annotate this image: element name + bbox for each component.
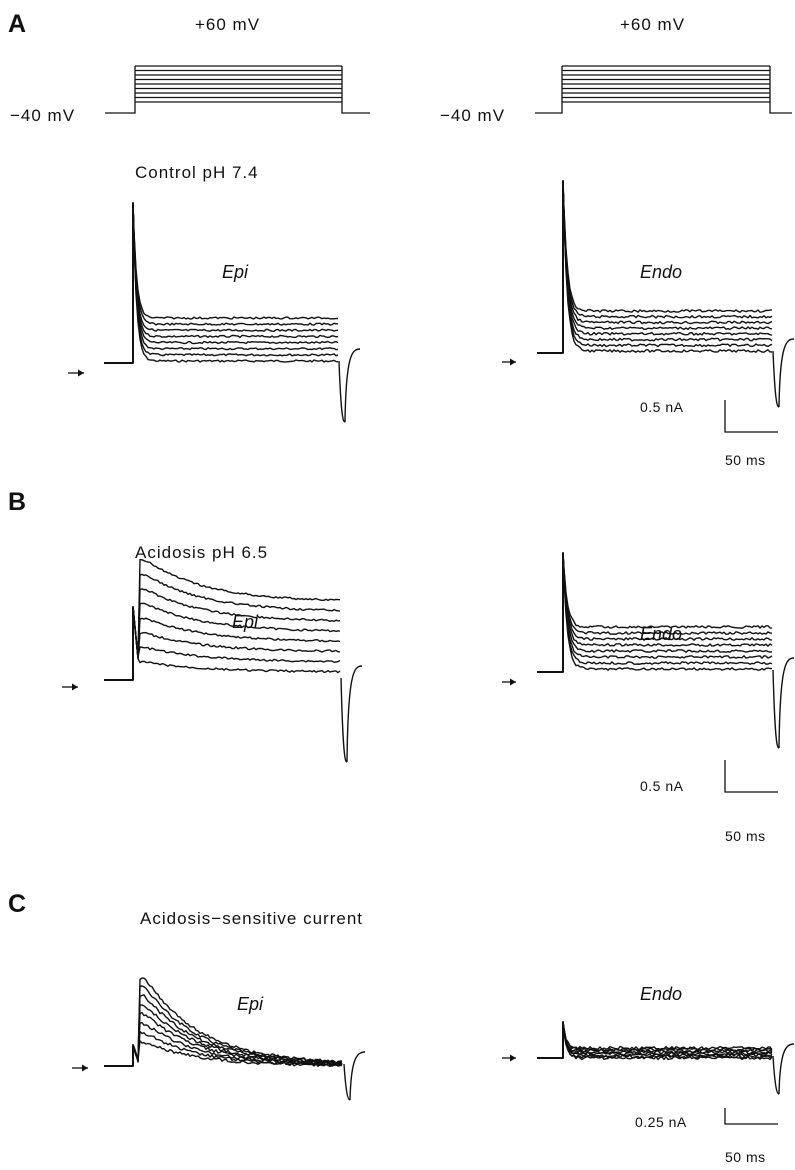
- scale-bar-b: 0.5 nA 50 ms: [640, 760, 778, 844]
- cell-label-endo-c: Endo: [640, 984, 682, 1004]
- baseline-arrow-b-left: [62, 683, 78, 691]
- current-trace: [537, 1021, 773, 1059]
- voltage-protocol-left: −40 mV +60 mV: [10, 15, 370, 125]
- current-trace: [537, 180, 773, 354]
- current-trace: [537, 552, 773, 673]
- current-trace: [104, 202, 339, 364]
- tail-current: [772, 1043, 795, 1095]
- current-traces-acidosis-endo: [537, 552, 795, 749]
- current-trace: [537, 180, 773, 354]
- condition-label-control: Control pH 7.4: [135, 163, 259, 182]
- panel-label-b: B: [8, 488, 26, 516]
- current-trace: [537, 552, 773, 673]
- current-traces-sensitive-endo: [537, 1021, 795, 1095]
- scale-current-label-a: 0.5 nA: [640, 399, 684, 415]
- tail-current: [340, 665, 363, 763]
- holding-segment: [535, 66, 792, 114]
- current-trace: [104, 1022, 343, 1067]
- current-trace: [104, 588, 341, 681]
- scale-current-label-b: 0.5 nA: [640, 778, 684, 794]
- condition-label-acidosis: Acidosis pH 6.5: [135, 543, 268, 562]
- current-trace: [104, 202, 339, 364]
- current-trace: [104, 602, 341, 681]
- cell-label-endo-a: Endo: [640, 262, 682, 282]
- current-trace: [537, 552, 773, 673]
- current-trace: [537, 1021, 773, 1059]
- scale-time-label-b: 50 ms: [725, 828, 766, 844]
- current-trace: [537, 180, 773, 354]
- current-trace: [537, 180, 773, 354]
- current-trace: [104, 606, 341, 681]
- current-trace: [104, 202, 339, 364]
- current-trace: [104, 558, 341, 681]
- tail-current: [772, 338, 795, 408]
- scale-current-label-c: 0.25 nA: [635, 1114, 687, 1130]
- holding-potential-label-left: −40 mV: [10, 106, 75, 125]
- baseline-arrow-a-right: [502, 358, 516, 366]
- panel-label-c: C: [8, 890, 26, 918]
- scale-time-label-c: 50 ms: [725, 1149, 766, 1165]
- current-trace: [537, 552, 773, 673]
- tail-current: [772, 657, 795, 749]
- current-traces-acidosis-epi: [104, 558, 363, 763]
- current-trace: [537, 552, 773, 673]
- current-trace: [537, 180, 773, 354]
- current-trace: [104, 202, 339, 364]
- tail-current: [343, 1051, 366, 1101]
- current-trace: [537, 552, 773, 673]
- baseline-arrow-c-right: [502, 1054, 516, 1062]
- step-potential-label-left: +60 mV: [195, 15, 260, 34]
- baseline-arrow-a-left: [68, 369, 84, 377]
- voltage-protocol-right: −40 mV +60 mV: [440, 15, 792, 125]
- baseline-arrow-c-left: [72, 1064, 88, 1072]
- cell-label-epi-c: Epi: [237, 994, 264, 1014]
- current-trace: [104, 606, 341, 681]
- current-trace: [537, 552, 773, 673]
- current-trace: [104, 606, 341, 681]
- holding-potential-label-right: −40 mV: [440, 106, 505, 125]
- current-trace: [104, 985, 343, 1067]
- current-traces-control-epi: [104, 202, 361, 423]
- cell-label-epi-a: Epi: [222, 262, 249, 282]
- current-trace: [537, 552, 773, 673]
- current-trace: [104, 202, 339, 364]
- current-trace: [104, 573, 341, 681]
- current-traces-sensitive-epi: [104, 977, 366, 1101]
- scale-bar-c: 0.25 nA 50 ms: [635, 1108, 778, 1165]
- current-trace: [537, 1021, 773, 1059]
- scale-time-label-a: 50 ms: [725, 452, 766, 468]
- scale-bar-a: 0.5 nA 50 ms: [640, 399, 778, 468]
- current-trace: [537, 180, 773, 354]
- current-trace: [104, 1031, 343, 1067]
- current-trace: [104, 202, 339, 364]
- current-traces-control-endo: [537, 180, 795, 408]
- current-trace: [537, 1021, 773, 1059]
- current-trace: [537, 180, 773, 354]
- step-potential-label-right: +60 mV: [620, 15, 685, 34]
- current-trace: [537, 1021, 773, 1059]
- tail-current: [338, 348, 361, 423]
- current-trace: [104, 606, 341, 681]
- holding-segment: [105, 66, 370, 114]
- panel-label-a: A: [8, 10, 26, 38]
- current-trace: [104, 977, 343, 1067]
- condition-label-sensitive: Acidosis−sensitive current: [140, 909, 363, 928]
- current-trace: [104, 202, 339, 364]
- current-trace: [537, 180, 773, 354]
- current-trace: [104, 202, 339, 364]
- baseline-arrow-b-right: [502, 678, 516, 686]
